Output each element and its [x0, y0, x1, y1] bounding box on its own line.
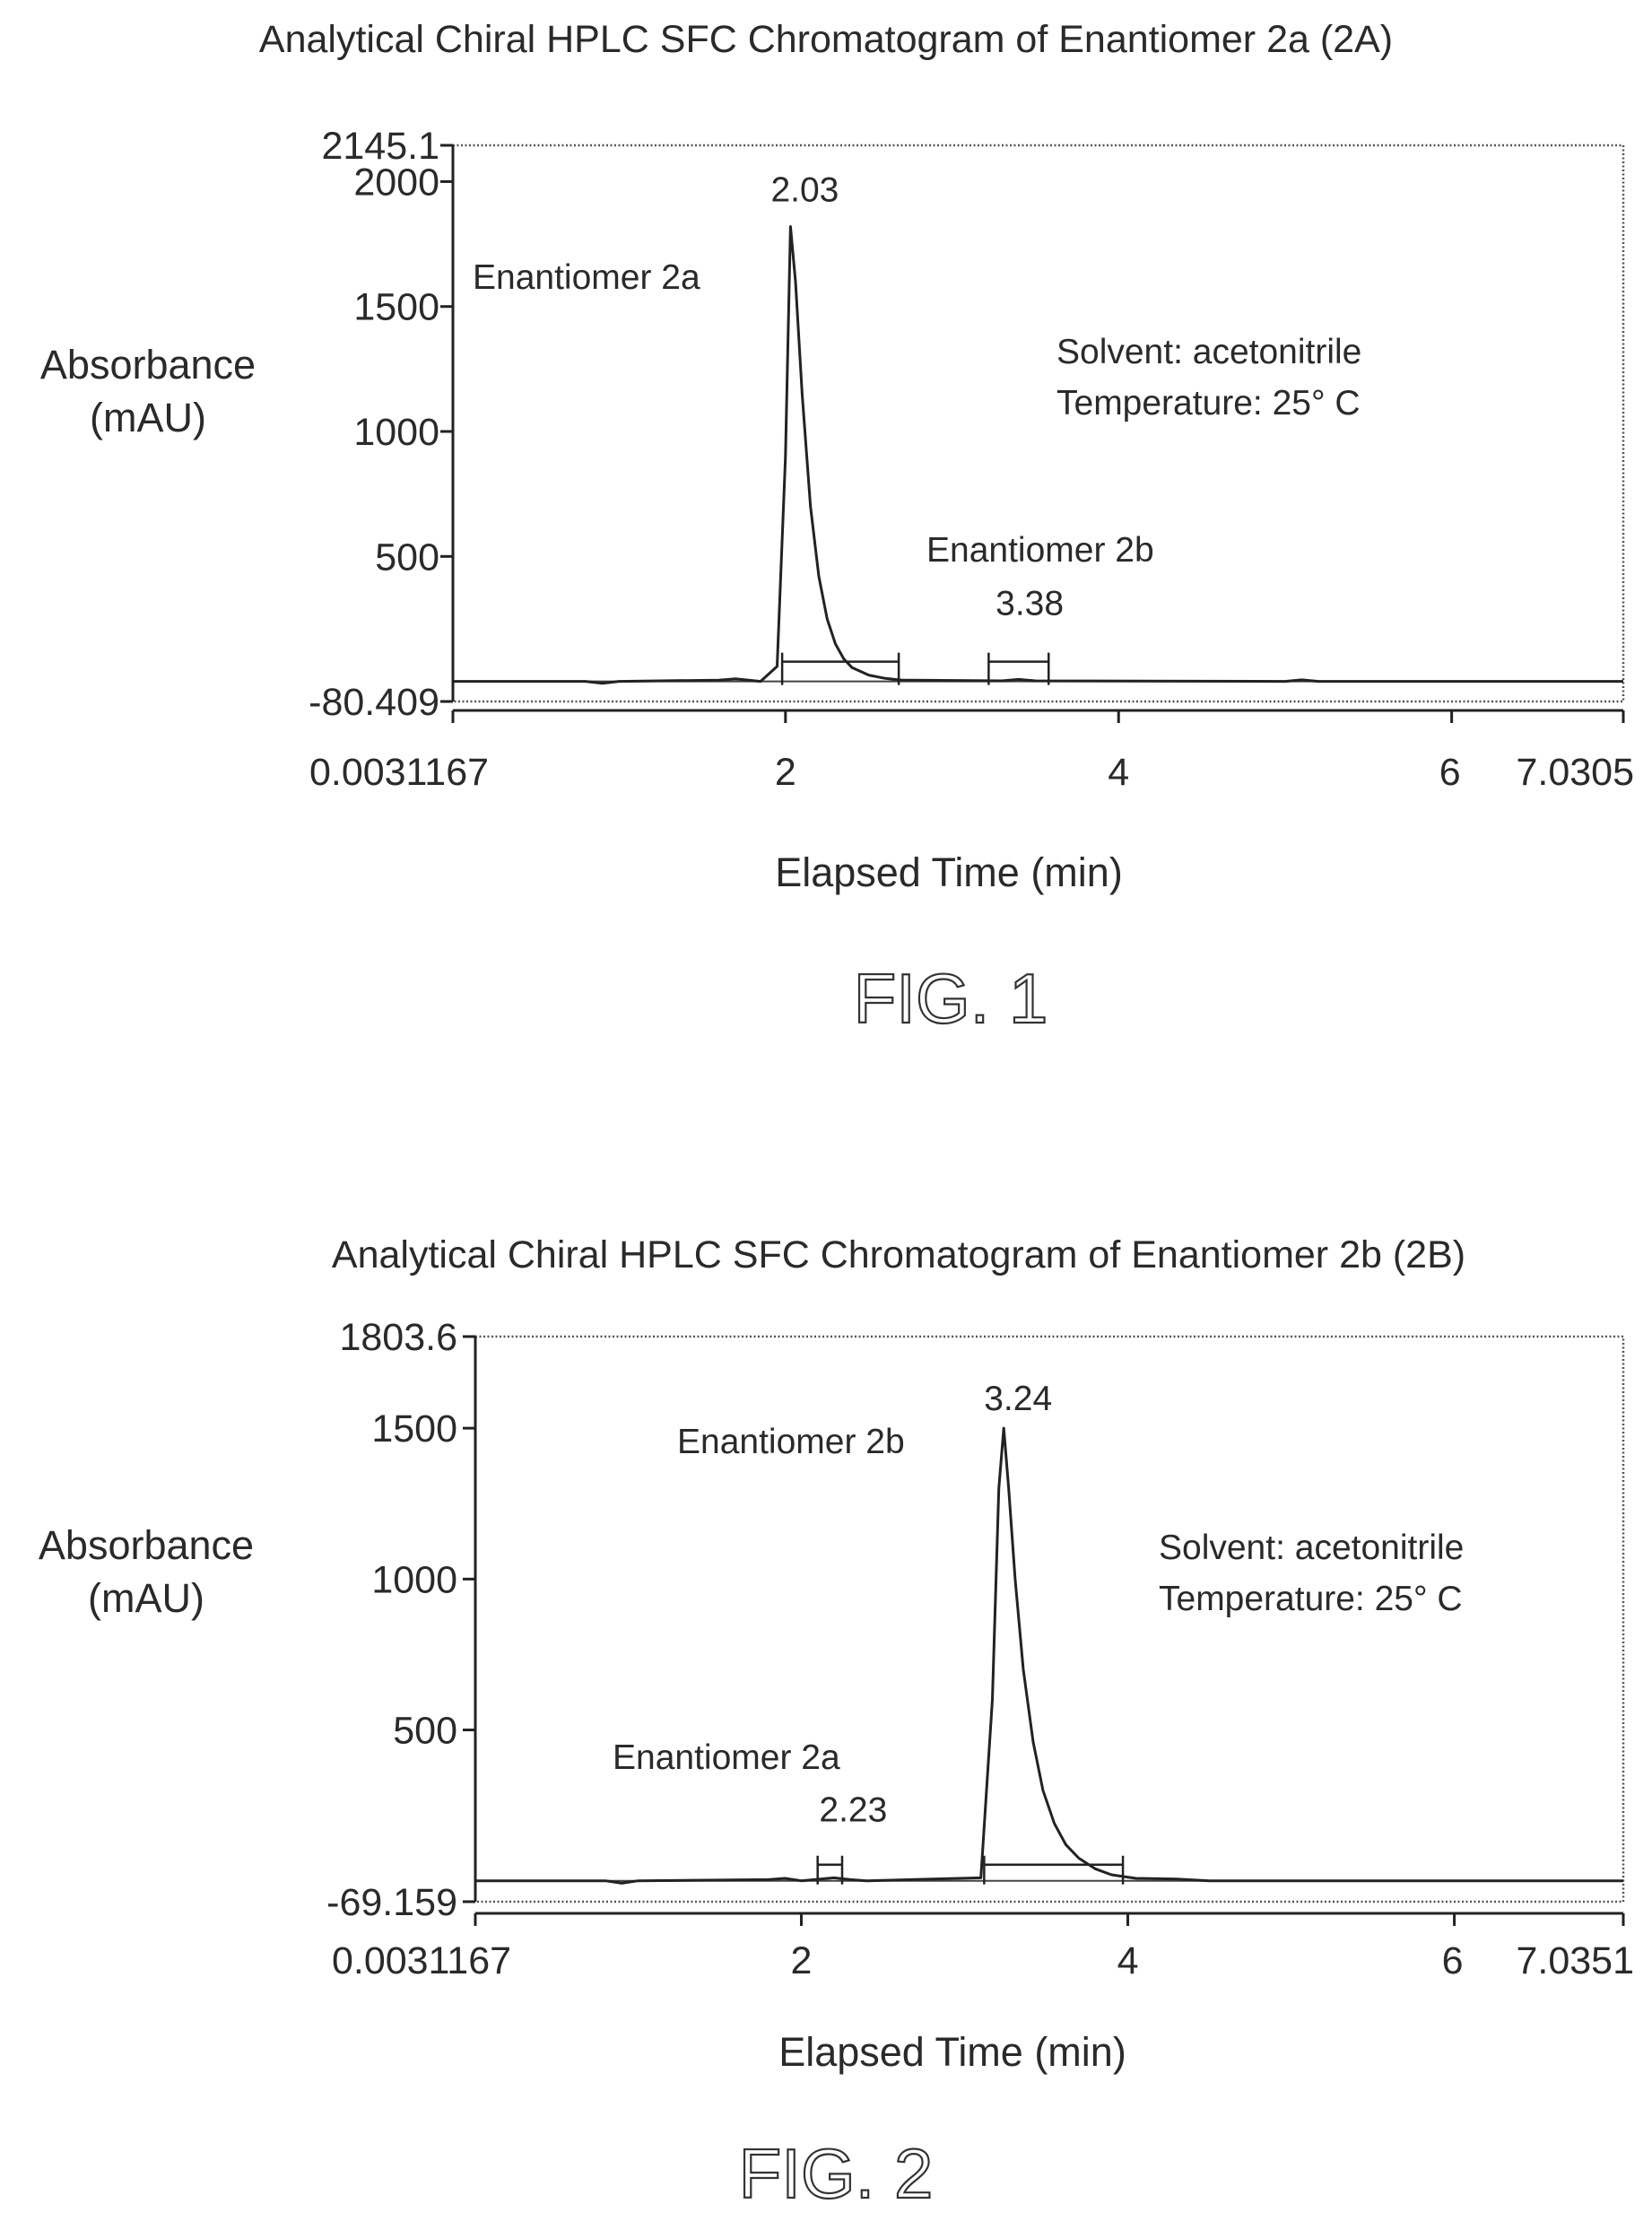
chart-title: Analytical Chiral HPLC SFC Chromatogram …: [332, 1233, 1465, 1276]
x-tick-label: 4: [1117, 1939, 1139, 1982]
x-tick-label: 7.0305: [1516, 751, 1634, 794]
peak-retention-label: 2.23: [819, 1791, 887, 1830]
series-marks: 3.24 2.23: [475, 1380, 1623, 1885]
peak-retention-label: 3.24: [984, 1380, 1052, 1418]
y-tick-label: 1000: [353, 411, 439, 454]
series-marks: 2.03 3.38: [453, 171, 1623, 685]
x-tick-label: 0.0031167: [332, 1939, 511, 1982]
y-axis-label-line2: (mAU): [88, 1575, 204, 1621]
solvent-note: Solvent: acetonitrile: [1159, 1529, 1464, 1567]
y-tick-label: 500: [393, 1710, 457, 1753]
figure-label: FIG. 1: [854, 959, 1048, 1038]
y-axis-label-line2: (mAU): [90, 395, 206, 440]
x-tick-label: 0.0031167: [309, 751, 489, 794]
y-tick-label: 2000: [353, 161, 439, 204]
temperature-note: Temperature: 25° C: [1056, 384, 1361, 422]
x-axis: 0.0031167 2 4 6 7.0305: [309, 709, 1634, 794]
x-axis-label: Elapsed Time (min): [778, 2029, 1126, 2075]
y-axis: 1803.6 1500 1000 500 -69.159: [326, 1316, 477, 1924]
peak-name-enantiomer-2a: Enantiomer 2a: [473, 258, 700, 297]
chromatogram-2b: Analytical Chiral HPLC SFC Chromatogram …: [39, 1233, 1634, 2214]
y-tick-label: -69.159: [326, 1881, 457, 1924]
peak-name-enantiomer-2b: Enantiomer 2b: [677, 1423, 905, 1461]
peak-retention-label: 3.38: [996, 585, 1064, 623]
chromatogram-2a: Analytical Chiral HPLC SFC Chromatogram …: [40, 18, 1634, 1039]
peak-name-enantiomer-2a: Enantiomer 2a: [613, 1738, 840, 1777]
x-tick-label: 2: [791, 1939, 813, 1982]
plot-frame: [451, 144, 1625, 703]
x-axis: 0.0031167 2 4 6 7.0351: [332, 1912, 1634, 1982]
y-tick-label: 500: [375, 536, 439, 579]
x-tick-label: 4: [1108, 751, 1129, 794]
chromatogram-trace: [453, 225, 1623, 685]
y-tick-label: 1500: [353, 286, 439, 329]
peak-integration-bracket: [983, 1855, 1125, 1885]
x-tick-label: 6: [1442, 1939, 1464, 1982]
chart-title: Analytical Chiral HPLC SFC Chromatogram …: [259, 18, 1393, 61]
chromatogram-trace: [475, 1426, 1623, 1885]
peak-retention-label: 2.03: [770, 171, 839, 210]
y-tick-label: -80.409: [309, 681, 439, 724]
peak-name-enantiomer-2b: Enantiomer 2b: [926, 531, 1154, 570]
y-axis-label-line1: Absorbance: [39, 1522, 254, 1568]
x-axis-label: Elapsed Time (min): [775, 849, 1123, 895]
peak-integration-bracket: [816, 1855, 844, 1885]
solvent-note: Solvent: acetonitrile: [1056, 333, 1361, 371]
y-tick-label: 1803.6: [339, 1316, 457, 1359]
peak-integration-bracket: [780, 652, 900, 685]
peak-integration-bracket: [987, 652, 1050, 685]
y-tick-label: 2145.1: [321, 125, 439, 168]
x-tick-label: 6: [1439, 751, 1461, 794]
y-tick-label: 1000: [371, 1558, 457, 1601]
y-axis-label-line1: Absorbance: [40, 342, 256, 388]
y-tick-label: 1500: [371, 1407, 457, 1450]
x-tick-label: 7.0351: [1516, 1939, 1634, 1982]
temperature-note: Temperature: 25° C: [1159, 1580, 1463, 1618]
figure-label: FIG. 2: [739, 2134, 934, 2213]
plot-frame: [474, 1335, 1625, 1903]
x-tick-label: 2: [775, 751, 796, 794]
